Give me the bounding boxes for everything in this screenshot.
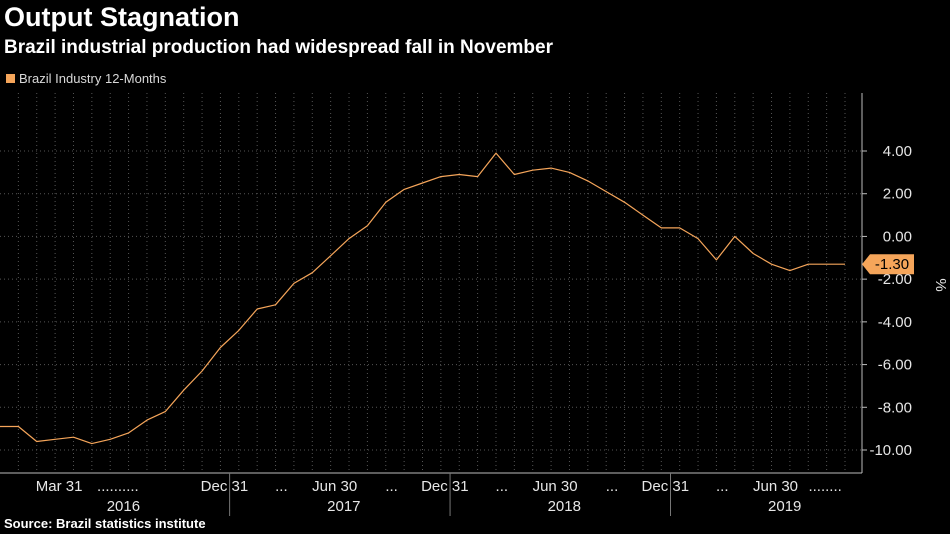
chart-title: Output Stagnation (4, 2, 240, 32)
y-tick-label: 0.00 (883, 228, 912, 245)
x-tick-label: Mar 31 (36, 478, 83, 495)
legend-label: Brazil Industry 12-Months (19, 71, 167, 86)
x-tick-label: Dec 31 (201, 478, 249, 495)
y-tick-label: -8.00 (878, 399, 912, 416)
axes (0, 93, 867, 516)
x-tick-label: Jun 30 (753, 478, 798, 495)
x-year-label: 2016 (107, 498, 140, 515)
x-tick-dots: ... (606, 478, 619, 495)
y-tick-label: -10.00 (869, 442, 912, 459)
last-value-label: -1.30 (875, 256, 909, 273)
x-tick-label: Dec 31 (421, 478, 469, 495)
y-tick-label: 4.00 (883, 143, 912, 160)
series-layer (0, 152, 845, 445)
x-year-label: 2017 (327, 498, 360, 515)
source-note: Source: Brazil statistics institute (4, 516, 206, 531)
x-tick-label: Jun 30 (533, 478, 578, 495)
last-value-tag-shape (862, 254, 914, 275)
last-value-tag: -1.30 (862, 254, 914, 275)
y-tick-label: -6.00 (878, 357, 912, 374)
y-axis-label: % (932, 278, 949, 291)
x-year-label: 2019 (768, 498, 801, 515)
x-tick-dots: ... (496, 478, 509, 495)
tick-labels: 4.00 2.00 0.00 -2.00 -4.00 -6.00 -8.00 -10.00% M… (36, 143, 949, 515)
chart-subtitle: Brazil industrial production had widespr… (4, 37, 553, 58)
y-tick-label: -2.00 (878, 271, 912, 288)
x-tick-label: Dec 31 (642, 478, 690, 495)
x-tick-dots: ... (275, 478, 288, 495)
x-tick-dots: ... (716, 478, 729, 495)
x-tick-dots: .......... (97, 478, 139, 495)
chart-legend: Brazil Industry 12-Months (6, 71, 166, 86)
x-tick-dots: ... (385, 478, 398, 495)
legend-swatch (6, 74, 15, 83)
x-tick-label: Jun 30 (312, 478, 357, 495)
y-tick-label: 2.00 (883, 186, 912, 203)
y-tick-label: -4.00 (878, 314, 912, 331)
x-year-label: 2018 (548, 498, 581, 515)
series-line (0, 152, 845, 445)
x-tick-dots: ........ (808, 478, 841, 495)
grid-lines (0, 93, 862, 473)
